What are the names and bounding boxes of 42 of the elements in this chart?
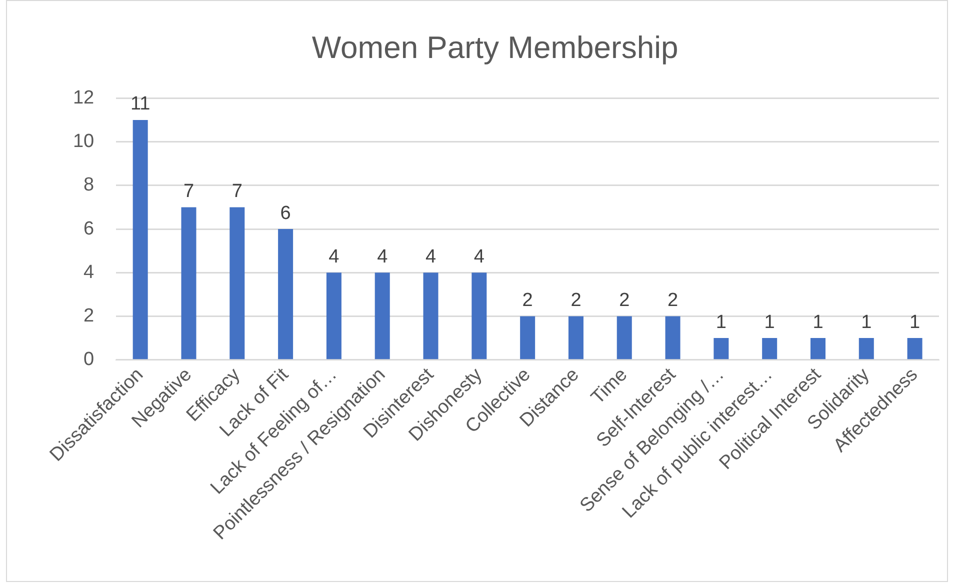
data-label: 1 bbox=[861, 312, 872, 333]
data-label: 2 bbox=[619, 290, 630, 311]
y-tick-label: 8 bbox=[84, 174, 94, 196]
data-label: 1 bbox=[764, 312, 775, 333]
data-label: 7 bbox=[232, 180, 242, 202]
data-label: 2 bbox=[667, 290, 678, 311]
chart-title: Women Party Membership bbox=[312, 30, 678, 66]
bar bbox=[278, 229, 294, 360]
bar bbox=[714, 338, 729, 360]
bar bbox=[132, 120, 148, 360]
y-tick-label: 4 bbox=[84, 262, 95, 283]
bar bbox=[326, 272, 342, 360]
bar bbox=[568, 316, 584, 360]
bar bbox=[907, 338, 922, 360]
bar bbox=[181, 207, 196, 360]
data-label: 6 bbox=[280, 202, 291, 224]
bar bbox=[423, 272, 438, 360]
y-tick-label: 10 bbox=[72, 131, 94, 152]
y-tick-label: 2 bbox=[84, 305, 94, 326]
bar bbox=[230, 207, 245, 360]
bar bbox=[762, 338, 778, 360]
data-label: 4 bbox=[377, 246, 388, 268]
data-label: 11 bbox=[130, 94, 150, 115]
data-label: 4 bbox=[328, 246, 340, 268]
data-label: 1 bbox=[812, 312, 824, 333]
data-label: 1 bbox=[910, 312, 920, 333]
data-label: 2 bbox=[522, 290, 533, 311]
bar bbox=[665, 316, 680, 360]
y-tick-label: 12 bbox=[72, 87, 94, 108]
data-label: 7 bbox=[183, 180, 194, 202]
y-tick-label: 6 bbox=[84, 218, 94, 240]
data-label: 1 bbox=[716, 312, 726, 333]
data-label: 4 bbox=[474, 246, 485, 268]
bar bbox=[520, 316, 536, 360]
bar bbox=[472, 272, 487, 360]
data-label: 2 bbox=[570, 290, 582, 311]
bar bbox=[858, 338, 874, 360]
y-tick-label: 0 bbox=[84, 349, 94, 370]
bar bbox=[374, 272, 390, 360]
bar bbox=[810, 338, 826, 360]
bar bbox=[616, 316, 632, 360]
data-label: 4 bbox=[425, 246, 436, 268]
